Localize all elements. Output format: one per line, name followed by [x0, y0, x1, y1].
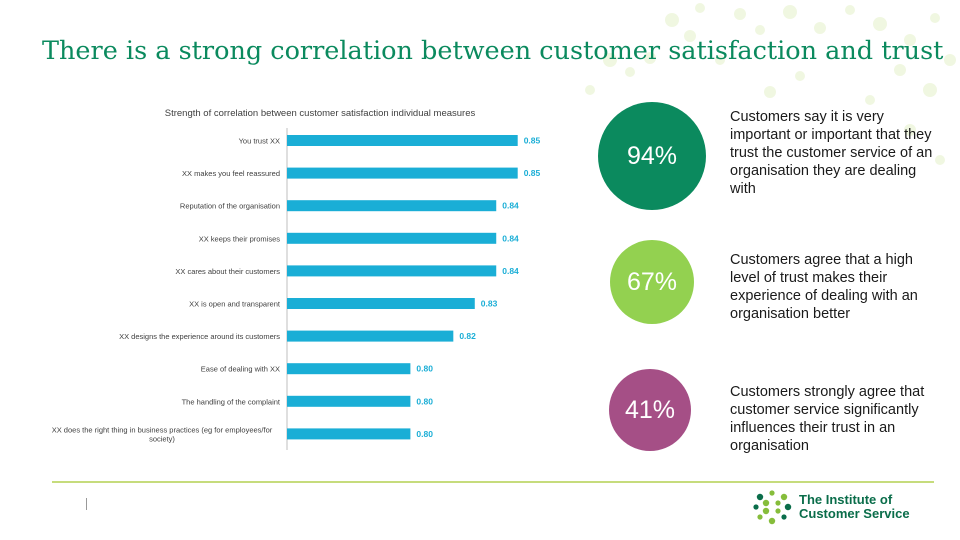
- logo-dot: [768, 517, 776, 525]
- stat-text-1: Customers say it is very important or im…: [730, 109, 933, 197]
- bar-value-label: 0.80: [416, 396, 433, 406]
- logo-dot: [757, 514, 763, 520]
- bar: [287, 330, 454, 342]
- category-label: Reputation of the organisation: [180, 202, 280, 211]
- institute-logo: The Institute of Customer Service: [752, 489, 942, 525]
- logo-dot: [762, 507, 770, 515]
- category-label: XX keeps their promises: [199, 234, 281, 243]
- logo-dot: [784, 503, 792, 511]
- slide-title: There is a strong correlation between cu…: [42, 36, 944, 66]
- logo-dot: [775, 500, 781, 506]
- category-label: The handling of the complaint: [182, 397, 281, 406]
- logo-line-2: Customer Service: [799, 506, 910, 521]
- stat-circle-3: 41%: [609, 369, 691, 451]
- logo-dot: [781, 514, 787, 520]
- category-label: XX is open and transparent: [189, 300, 281, 309]
- bar-value-label: 0.85: [524, 168, 541, 178]
- bar-value-label: 0.84: [502, 201, 519, 211]
- bar-value-label: 0.80: [416, 429, 433, 439]
- bar: [287, 232, 497, 244]
- bar-value-label: 0.80: [416, 364, 433, 374]
- category-label: XX makes you feel reassured: [182, 169, 280, 178]
- logo-line-1: The Institute of: [799, 492, 893, 507]
- page-number-marker: [86, 498, 87, 510]
- bar: [287, 363, 411, 375]
- stat-circle-2: 67%: [610, 240, 694, 324]
- bar-value-label: 0.84: [502, 266, 519, 276]
- logo-dot: [775, 508, 781, 514]
- bar: [287, 167, 518, 179]
- category-label: XX cares about their customers: [175, 267, 280, 276]
- footer-rule: [52, 481, 934, 483]
- bar-value-label: 0.84: [502, 233, 519, 243]
- logo-dot: [756, 493, 764, 501]
- category-label: XX does the right thing in business prac…: [52, 425, 273, 443]
- category-label: XX designs the experience around its cus…: [119, 332, 280, 341]
- bar: [287, 200, 497, 212]
- stat-text-3: Customers strongly agree that customer s…: [730, 384, 925, 454]
- bar: [287, 265, 497, 277]
- bar-value-label: 0.83: [481, 299, 498, 309]
- logo-dots-icon: [753, 490, 792, 525]
- bar-value-label: 0.85: [524, 136, 541, 146]
- stat-text-2: Customers agree that a high level of tru…: [730, 252, 918, 322]
- logo-dot: [753, 504, 759, 510]
- chart-title: Strength of correlation between customer…: [165, 108, 476, 119]
- category-label: You trust XX: [239, 137, 280, 146]
- bar-value-label: 0.82: [459, 331, 476, 341]
- bar: [287, 428, 411, 440]
- bar: [287, 395, 411, 407]
- logo-dot: [780, 493, 788, 501]
- logo-dot: [769, 490, 775, 496]
- logo-dot: [762, 499, 770, 507]
- stat-circle-1: 94%: [598, 102, 706, 210]
- bar: [287, 135, 518, 146]
- category-label: Ease of dealing with XX: [201, 365, 280, 374]
- bar: [287, 298, 475, 309]
